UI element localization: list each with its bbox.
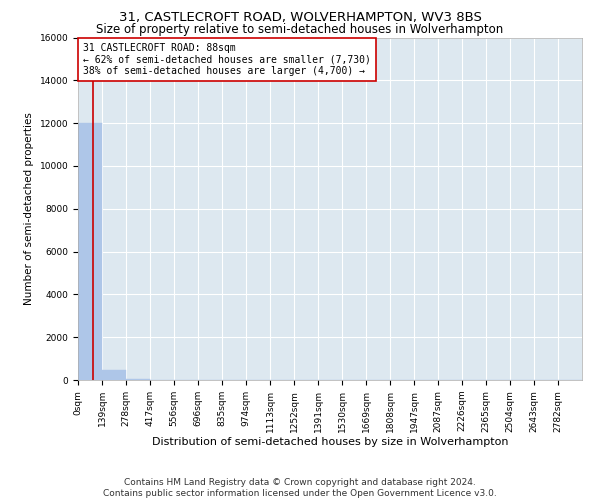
X-axis label: Distribution of semi-detached houses by size in Wolverhampton: Distribution of semi-detached houses by … [152, 438, 508, 448]
Y-axis label: Number of semi-detached properties: Number of semi-detached properties [24, 112, 34, 305]
Text: Size of property relative to semi-detached houses in Wolverhampton: Size of property relative to semi-detach… [97, 22, 503, 36]
Text: 31, CASTLECROFT ROAD, WOLVERHAMPTON, WV3 8BS: 31, CASTLECROFT ROAD, WOLVERHAMPTON, WV3… [119, 11, 481, 24]
Text: Contains HM Land Registry data © Crown copyright and database right 2024.
Contai: Contains HM Land Registry data © Crown c… [103, 478, 497, 498]
Bar [78, 123, 101, 380]
Bar [102, 370, 125, 380]
Text: 31 CASTLECROFT ROAD: 88sqm
← 62% of semi-detached houses are smaller (7,730)
38%: 31 CASTLECROFT ROAD: 88sqm ← 62% of semi… [83, 42, 371, 76]
